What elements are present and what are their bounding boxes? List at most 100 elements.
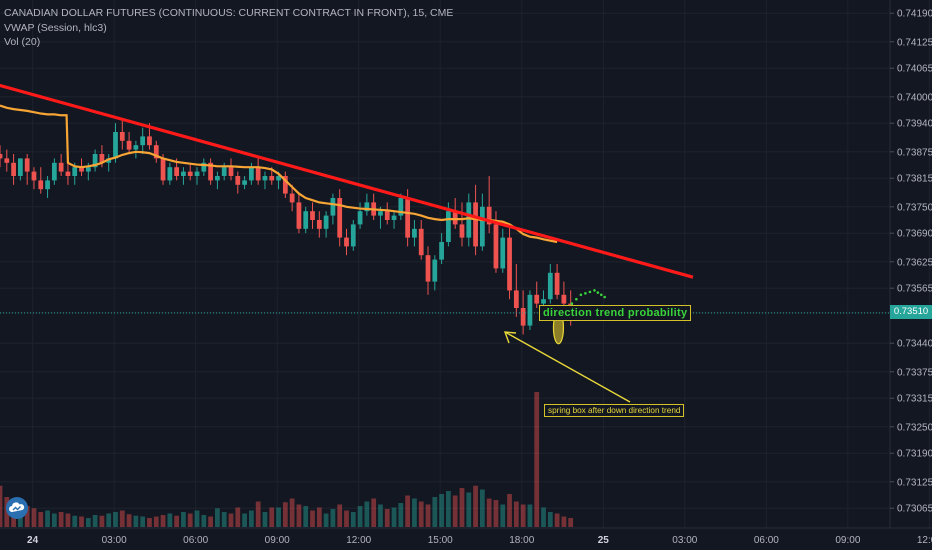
candle-body bbox=[405, 198, 411, 238]
volume-bar bbox=[350, 512, 356, 527]
volume-bar bbox=[541, 507, 546, 527]
price-tick-label: 0.73690 bbox=[897, 229, 932, 240]
direction-dot bbox=[593, 289, 596, 292]
candle-body bbox=[201, 162, 207, 172]
volume-bar bbox=[364, 501, 370, 527]
candle-body bbox=[119, 132, 125, 141]
candle-body bbox=[0, 154, 3, 159]
candle-body bbox=[248, 167, 254, 181]
candle-body bbox=[18, 158, 23, 176]
candle-body bbox=[513, 290, 519, 308]
candle-body bbox=[398, 198, 404, 216]
candle-body bbox=[228, 167, 234, 176]
volume-bar bbox=[269, 507, 275, 527]
volume-bar bbox=[160, 515, 166, 527]
candle-body bbox=[140, 136, 146, 146]
volume-bar bbox=[24, 506, 30, 527]
volume-bar bbox=[113, 512, 118, 527]
candle-body bbox=[282, 176, 288, 194]
volume-bar bbox=[384, 509, 390, 527]
volume-bar bbox=[282, 502, 288, 527]
candle-body bbox=[65, 171, 71, 176]
direction-dot bbox=[570, 302, 574, 305]
volume-bar bbox=[187, 513, 193, 527]
price-tick-label: 0.73315 bbox=[897, 394, 932, 405]
volume-bars bbox=[0, 392, 574, 527]
volume-bar bbox=[289, 498, 295, 527]
volume-bar bbox=[0, 485, 3, 527]
volume-bar bbox=[248, 510, 254, 527]
time-tick-label: 12:00 bbox=[917, 535, 932, 546]
probability-annotation[interactable]: direction trend probability bbox=[539, 305, 692, 321]
volume-bar bbox=[500, 504, 506, 527]
spring-box-arrow[interactable] bbox=[504, 331, 631, 403]
price-tick-label: 0.73250 bbox=[897, 422, 932, 433]
volume-legend[interactable]: Vol (20) bbox=[4, 36, 41, 48]
time-axis[interactable]: 24 03:00 06:00 09:00 12:00 15:00 18:00 25 03:00 0… bbox=[27, 535, 932, 546]
volume-bar bbox=[534, 392, 540, 527]
volume-bar bbox=[520, 504, 526, 527]
candle-body bbox=[554, 272, 560, 295]
candle-body bbox=[446, 211, 451, 242]
candle-body bbox=[92, 154, 98, 168]
volume-bar bbox=[296, 504, 302, 527]
volume-bar bbox=[262, 512, 268, 527]
candle-body bbox=[364, 202, 370, 212]
candle-body bbox=[500, 237, 506, 269]
volume-bar bbox=[357, 506, 363, 527]
price-tick-label: 0.73750 bbox=[897, 202, 932, 213]
volume-bar bbox=[425, 504, 431, 527]
price-axis[interactable]: 0.74190 0.74125 0.74065 0.74000 0.73940 0.738… bbox=[890, 9, 932, 515]
volume-bar bbox=[119, 510, 125, 527]
candle-body bbox=[486, 206, 492, 225]
candle-body bbox=[106, 158, 112, 163]
time-tick-label: 15:00 bbox=[428, 535, 453, 546]
volume-bar bbox=[391, 507, 397, 527]
price-tick-label: 0.73375 bbox=[897, 367, 932, 378]
time-tick-label: 24 bbox=[27, 535, 39, 546]
candle-body bbox=[527, 294, 533, 326]
candle-body bbox=[337, 198, 343, 238]
candle-body bbox=[24, 158, 30, 172]
volume-bar bbox=[466, 492, 472, 527]
candlesticks bbox=[0, 118, 574, 335]
spring-box-annotation[interactable]: spring box after down direction trend bbox=[544, 404, 685, 417]
candle-body bbox=[72, 167, 78, 176]
volume-bar bbox=[303, 506, 309, 527]
trendline[interactable] bbox=[0, 83, 694, 279]
tradingview-cloud-icon[interactable] bbox=[6, 497, 28, 519]
volume-bar bbox=[51, 513, 57, 527]
direction-dot bbox=[603, 295, 606, 299]
candle-body bbox=[79, 167, 84, 172]
volume-bar bbox=[126, 514, 132, 527]
candle-body bbox=[432, 259, 438, 282]
candle-body bbox=[262, 176, 268, 181]
volume-bar bbox=[432, 497, 438, 527]
candle-body bbox=[303, 211, 309, 229]
candle-body bbox=[31, 171, 37, 181]
candle-body bbox=[316, 220, 322, 229]
volume-bar bbox=[255, 501, 261, 527]
volume-bar bbox=[72, 515, 78, 527]
volume-bar bbox=[398, 503, 404, 527]
chart-legend: CANADIAN DOLLAR FUTURES (CONTINUOUS: CUR… bbox=[4, 6, 453, 50]
candle-body bbox=[547, 272, 553, 300]
vwap-legend[interactable]: VWAP (Session, hlc3) bbox=[4, 21, 107, 34]
candle-body bbox=[493, 224, 499, 269]
volume-bar bbox=[228, 513, 234, 527]
symbol-title[interactable]: CANADIAN DOLLAR FUTURES (CONTINUOUS: CUR… bbox=[4, 7, 454, 19]
volume-bar bbox=[242, 513, 247, 527]
volume-bar bbox=[473, 485, 478, 527]
candle-body bbox=[296, 202, 302, 229]
candle-body bbox=[4, 158, 10, 163]
candle-body bbox=[391, 215, 397, 220]
volume-bar bbox=[31, 508, 37, 527]
volume-bar bbox=[452, 495, 458, 527]
candle-body bbox=[418, 228, 424, 256]
time-tick-label: 03:00 bbox=[102, 535, 127, 546]
price-tick-label: 0.74000 bbox=[897, 92, 932, 103]
candle-body bbox=[167, 167, 173, 181]
time-tick-label: 06:00 bbox=[183, 535, 208, 546]
